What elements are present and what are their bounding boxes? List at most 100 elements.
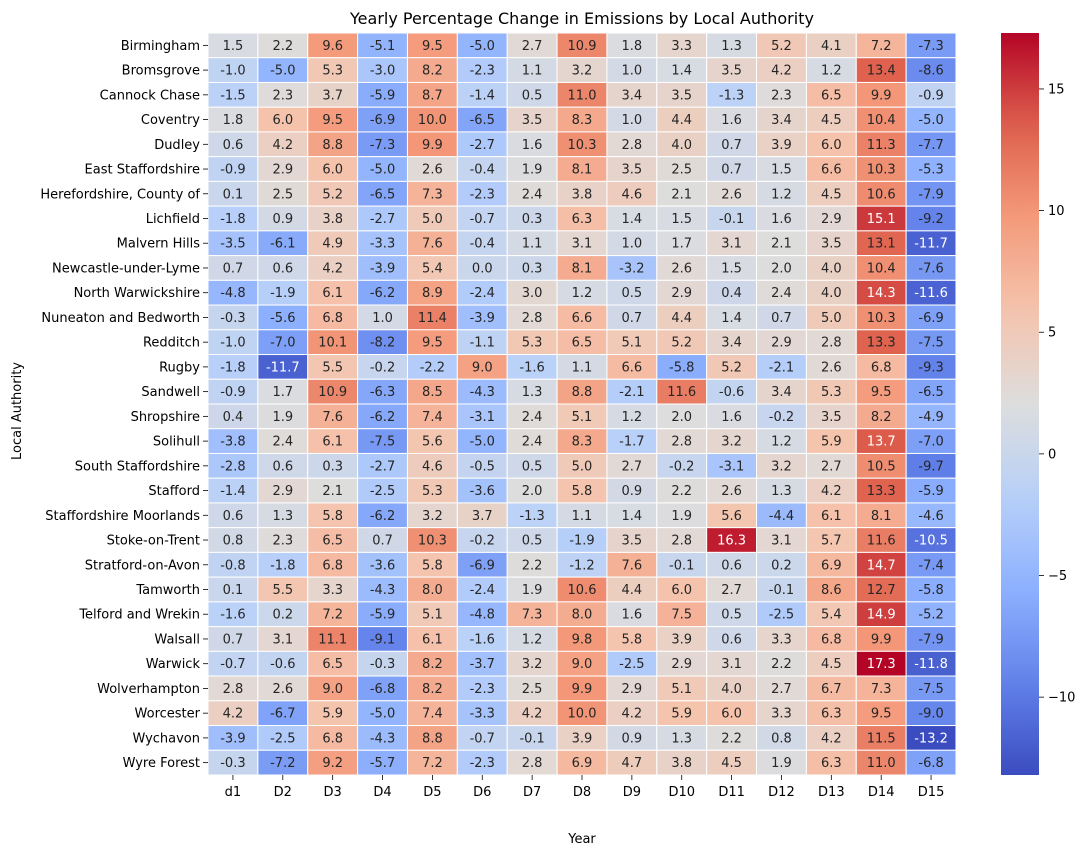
- cell-value-label: 3.4: [622, 88, 643, 103]
- cell-value-label: 10.3: [867, 163, 896, 178]
- cell-value-label: 10.4: [867, 261, 896, 276]
- heatmap-cell: [406, 725, 458, 751]
- cell-value-label: 9.2: [322, 756, 343, 771]
- cell-value-label: 3.0: [522, 286, 543, 301]
- cell-value-label: -4.9: [918, 410, 943, 425]
- heatmap-cell: [606, 180, 658, 207]
- row-tick-label: Telford and Wrekin: [78, 608, 200, 623]
- heatmap-cell: [556, 725, 608, 751]
- column-tick-label: D2: [274, 785, 292, 800]
- heatmap-cell: [905, 502, 957, 529]
- heatmap-cell: [706, 304, 758, 331]
- cell-value-label: -2.3: [470, 64, 495, 79]
- cell-value-label: 1.2: [522, 632, 543, 647]
- heatmap-cell: [805, 180, 857, 207]
- heatmap-cell: [905, 180, 957, 207]
- cell-value-label: 1.4: [622, 509, 643, 524]
- cell-value-label: -0.7: [470, 731, 495, 746]
- cell-value-label: 2.3: [771, 88, 792, 103]
- heatmap-cell: [307, 452, 359, 479]
- cell-value-label: 1.6: [721, 113, 742, 128]
- cell-value-label: -11.7: [914, 237, 948, 252]
- cell-value-label: 6.3: [821, 756, 842, 771]
- cell-value-label: 6.8: [322, 731, 343, 746]
- heatmap-cell: [855, 527, 907, 553]
- cell-value-label: 5.9: [671, 707, 692, 722]
- heatmap-cell: [656, 527, 708, 553]
- cell-value-label: -8.2: [370, 336, 395, 351]
- heatmap-cell: [307, 700, 359, 727]
- heatmap-cell: [307, 304, 359, 331]
- heatmap-cell: [257, 527, 309, 553]
- colorbar-tick-label: 5: [1048, 326, 1056, 341]
- cell-value-label: -6.3: [370, 385, 395, 400]
- cell-value-label: 4.9: [322, 237, 343, 252]
- cell-value-label: 9.9: [871, 88, 892, 103]
- heatmap-cell: [855, 675, 907, 702]
- heatmap-cell: [756, 700, 807, 727]
- cell-value-label: 1.1: [572, 509, 593, 524]
- cell-value-label: 5.1: [422, 608, 443, 623]
- cell-value-label: 5.4: [422, 261, 443, 276]
- cell-value-label: 2.1: [322, 484, 343, 499]
- column-tick-label: D3: [324, 785, 342, 800]
- heatmap-cell: [406, 650, 458, 677]
- cell-value-label: 3.5: [522, 113, 543, 128]
- cell-value-label: 1.2: [771, 435, 792, 450]
- cell-value-label: 3.2: [771, 459, 792, 474]
- cell-value-label: 4.0: [821, 261, 842, 276]
- cell-value-label: 6.0: [322, 163, 343, 178]
- cell-value-label: 2.9: [272, 163, 293, 178]
- heatmap-cell: [506, 205, 558, 232]
- heatmap-cell: [456, 452, 508, 479]
- cell-value-label: 2.8: [223, 682, 244, 697]
- heatmap-cell: [805, 156, 857, 182]
- row-tick-label: North Warwickshire: [74, 286, 200, 301]
- cell-value-label: 2.2: [671, 484, 692, 499]
- cell-value-label: 0.6: [223, 138, 244, 153]
- heatmap-cell: [456, 601, 508, 628]
- cell-value-label: 8.3: [572, 435, 593, 450]
- cell-value-label: 2.7: [522, 39, 543, 54]
- row-tick-label: Cannock Chase: [100, 88, 200, 103]
- heatmap-cell: [905, 131, 957, 158]
- cell-value-label: -1.2: [569, 558, 594, 573]
- heatmap-cell: [805, 354, 857, 380]
- cell-value-label: 9.9: [572, 682, 593, 697]
- cell-value-label: -2.5: [769, 608, 794, 623]
- cell-value-label: -1.3: [719, 88, 744, 103]
- cell-value-label: 15.1: [867, 212, 896, 227]
- cell-value-label: 1.0: [622, 237, 643, 252]
- cell-value-label: -7.6: [918, 261, 943, 276]
- cell-value-label: 2.9: [622, 682, 643, 697]
- cell-value-label: 4.2: [821, 731, 842, 746]
- cell-value-label: 2.8: [622, 138, 643, 153]
- cell-value-label: -5.9: [918, 484, 943, 499]
- heatmap-cell: [756, 180, 807, 207]
- cell-value-label: -0.7: [220, 657, 245, 672]
- cell-value-label: -13.2: [914, 731, 948, 746]
- cell-value-label: 6.5: [572, 336, 593, 351]
- heatmap-cell: [257, 675, 309, 702]
- cell-value-label: 1.1: [572, 360, 593, 375]
- heatmap-cell: [556, 329, 608, 356]
- cell-value-label: -0.9: [220, 385, 245, 400]
- cell-value-label: 2.8: [671, 435, 692, 450]
- cell-value-label: 13.3: [867, 336, 896, 351]
- column-tick-label: D9: [623, 785, 641, 800]
- cell-value-label: 2.6: [721, 484, 742, 499]
- heatmap-cell: [357, 156, 408, 182]
- cell-value-label: -1.6: [470, 632, 495, 647]
- heatmap-cell: [257, 403, 309, 430]
- heatmap-cell: [656, 700, 708, 727]
- cell-value-label: -7.3: [918, 39, 943, 54]
- heatmap-cell: [456, 180, 508, 207]
- cell-value-label: 5.1: [572, 410, 593, 425]
- heatmap-cell: [207, 329, 259, 356]
- heatmap-cell: [456, 106, 508, 133]
- cell-value-label: -1.8: [220, 360, 245, 375]
- cell-value-label: 1.4: [671, 64, 692, 79]
- cell-value-label: 3.9: [671, 632, 692, 647]
- heatmap-cell: [606, 131, 658, 158]
- heatmap-cell: [706, 378, 758, 405]
